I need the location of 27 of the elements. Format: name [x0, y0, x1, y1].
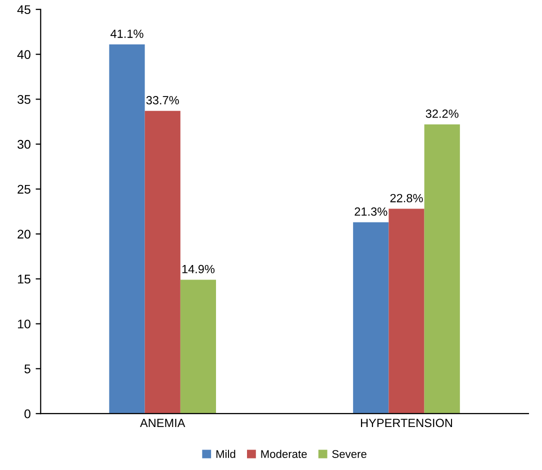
bar: [180, 280, 216, 414]
x-tick-label: HYPERTENSION: [360, 418, 452, 428]
y-tick-label: 35: [18, 95, 30, 104]
y-tick-label: 15: [18, 274, 30, 284]
legend-label: Mild: [216, 450, 236, 458]
bar: [424, 124, 460, 414]
bar: [109, 44, 145, 414]
y-tick-label: 10: [18, 320, 30, 328]
y-tick-label: 30: [18, 140, 30, 149]
legend-label: Moderate: [261, 450, 307, 458]
data-label: 41.1%: [110, 30, 144, 38]
y-tick-label: 0: [24, 409, 30, 418]
bar: [144, 110, 180, 414]
y-tick-label: 40: [17, 50, 30, 59]
y-tick-label: 25: [18, 184, 30, 194]
y-tick-label: 45: [17, 5, 30, 14]
data-label: 32.2%: [426, 110, 458, 118]
bar: [388, 208, 424, 414]
data-label: 22.8%: [390, 194, 423, 202]
legend-label: Severe: [332, 450, 366, 458]
data-label: 33.7%: [146, 96, 179, 104]
bar: [353, 222, 389, 414]
y-tick-label: 20: [18, 230, 30, 239]
data-label: 21.3%: [354, 207, 388, 216]
y-tick-label: 5: [24, 364, 30, 374]
data-label: 14.9%: [182, 264, 215, 274]
x-tick-label: ANEMIA: [140, 418, 186, 428]
